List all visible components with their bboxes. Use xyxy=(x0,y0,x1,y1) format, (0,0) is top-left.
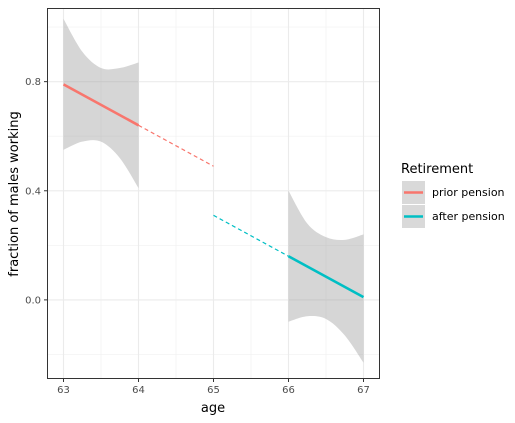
grid-lines xyxy=(47,8,380,379)
legend: Retirement prior pension after pension xyxy=(401,162,505,228)
panel-border xyxy=(47,8,380,379)
y-tick-label: 0.4 xyxy=(25,186,41,197)
x-tick-label: 64 xyxy=(132,385,145,396)
x-tick-label: 66 xyxy=(282,385,295,396)
x-tick-label: 65 xyxy=(207,385,220,396)
solid-line-prior-pension xyxy=(62,83,140,127)
legend-label-after-pension: after pension xyxy=(432,210,505,223)
y-tick-label: 0.8 xyxy=(25,77,41,88)
y-tick-label: 0.0 xyxy=(25,295,41,306)
axis-ticks: 63 64 65 66 67 0.0 0.4 0.8 xyxy=(25,77,370,396)
x-axis-title: age xyxy=(201,401,225,416)
x-tick-label: 63 xyxy=(57,385,70,396)
dashed-line-after-pension xyxy=(213,214,289,257)
legend-title: Retirement xyxy=(401,162,473,177)
solid-line-after-pension xyxy=(287,255,365,299)
y-axis-title: fraction of males working xyxy=(7,111,22,276)
x-tick-label: 67 xyxy=(357,385,370,396)
dashed-line-prior-pension xyxy=(138,124,214,167)
series-lines xyxy=(62,83,365,299)
legend-label-prior-pension: prior pension xyxy=(432,186,505,199)
